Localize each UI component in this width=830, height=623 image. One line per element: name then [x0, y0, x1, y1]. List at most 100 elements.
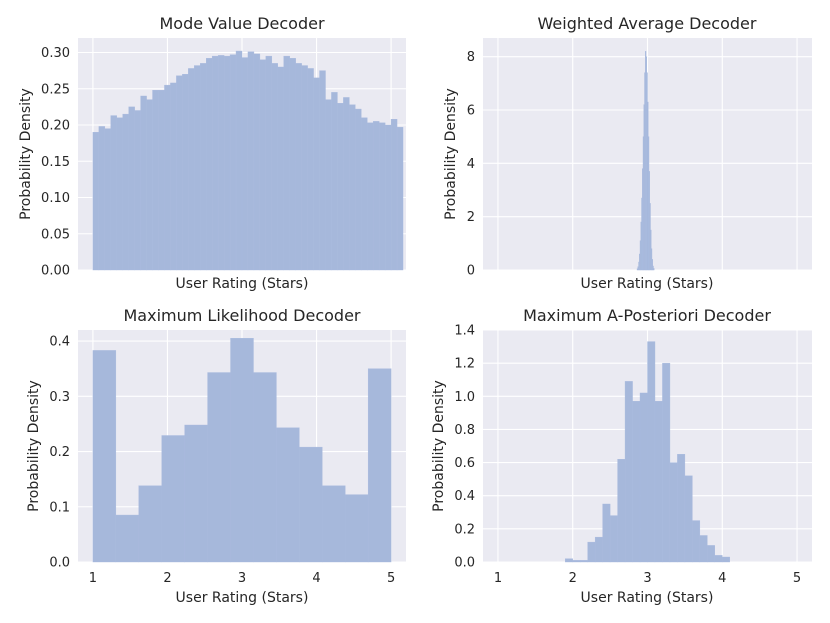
- histogram-bar: [609, 515, 618, 563]
- histogram-bar: [313, 77, 320, 271]
- histogram-bar: [587, 541, 596, 563]
- y-tick-label: 2: [467, 210, 475, 225]
- histogram-bar: [361, 117, 368, 271]
- histogram-bar: [662, 362, 671, 563]
- histogram-bars: [636, 51, 655, 271]
- histogram-bar: [241, 57, 249, 271]
- y-tick-label: 0.2: [454, 522, 475, 537]
- histogram-bar: [200, 63, 207, 271]
- histogram-bar: [572, 560, 581, 563]
- histogram-bar: [319, 70, 326, 271]
- histogram-bar: [345, 494, 369, 563]
- histogram-bar: [580, 560, 588, 563]
- histogram-bar: [301, 65, 308, 271]
- histogram-bar: [92, 132, 100, 271]
- y-axis-label: Probability Density: [26, 380, 42, 512]
- subplot-maximum-a-posteriori: 0.0 0.2 0.4 0.6 0.8 1.0 1.2 1.4 1 2 3 4 5 Maximum A…: [431, 306, 812, 606]
- histogram-bar: [322, 485, 346, 563]
- histogram-bar: [182, 74, 189, 271]
- subplot-weighted-average: 0 2 4 6 8 Weighted Average Decoder User Rati…: [443, 14, 812, 292]
- histogram-bar: [624, 381, 633, 563]
- histogram-bar: [164, 84, 171, 271]
- x-tick-label: 3: [238, 571, 246, 586]
- histogram-bar: [276, 427, 300, 563]
- histogram-bar: [194, 65, 201, 271]
- y-tick-label: 0.4: [454, 489, 475, 504]
- histogram-bar: [207, 372, 231, 563]
- y-tick-labels: 0 2 4 6 8: [467, 50, 475, 278]
- y-axis-label: Probability Density: [18, 88, 34, 220]
- histogram-bar: [146, 99, 153, 271]
- histogram-bar: [104, 128, 112, 271]
- histogram-bar: [651, 259, 653, 271]
- histogram-bar: [152, 89, 159, 271]
- y-tick-label: 0.10: [41, 191, 70, 206]
- histogram-bar: [684, 475, 693, 563]
- histogram-bar: [653, 268, 655, 271]
- y-tick-label: 0.30: [41, 46, 70, 61]
- histogram-bar: [158, 89, 165, 271]
- histogram-bar: [247, 51, 255, 271]
- histogram-bar: [115, 514, 139, 563]
- y-tick-label: 1.0: [454, 390, 475, 405]
- histogram-bar: [639, 392, 648, 563]
- histogram-bar: [367, 122, 374, 271]
- histogram-bar: [378, 122, 386, 271]
- histogram-bar: [265, 55, 273, 271]
- subplot-title: Mode Value Decoder: [159, 14, 324, 33]
- y-tick-label: 0.0: [454, 556, 475, 571]
- histogram-bar: [289, 58, 296, 271]
- histogram-bar: [98, 126, 106, 271]
- y-tick-label: 0.8: [454, 423, 475, 438]
- histogram-bar: [390, 118, 398, 271]
- histogram-bars: [565, 341, 730, 563]
- histogram-bar: [654, 401, 663, 563]
- y-tick-label: 0.2: [49, 445, 70, 460]
- y-tick-label: 0: [467, 264, 475, 279]
- y-tick-label: 0.05: [41, 227, 70, 242]
- histogram-bar: [677, 454, 686, 563]
- y-tick-label: 0.6: [454, 456, 475, 471]
- histogram-bar: [355, 108, 362, 271]
- y-tick-label: 0.20: [41, 119, 70, 134]
- histogram-bar: [277, 66, 284, 271]
- y-tick-label: 0.25: [41, 82, 70, 97]
- x-tick-label: 2: [569, 571, 577, 586]
- y-tick-label: 1.2: [454, 357, 475, 372]
- x-axis-label: User Rating (Stars): [176, 590, 309, 606]
- histogram-bar: [714, 555, 723, 563]
- histogram-bar: [652, 265, 654, 271]
- histogram-bar: [647, 341, 656, 563]
- x-tick-label: 4: [312, 571, 320, 586]
- histogram-bar: [223, 55, 231, 271]
- histogram-bar: [230, 338, 254, 563]
- histogram-bar: [384, 124, 392, 271]
- y-tick-labels: 0.00 0.05 0.10 0.15 0.20 0.25 0.30: [41, 46, 70, 279]
- histogram-bar: [692, 520, 701, 563]
- histogram-bar: [184, 424, 208, 563]
- histogram-bar: [343, 97, 350, 271]
- histogram-bar: [211, 55, 219, 271]
- y-tick-labels: 0.0 0.2 0.4 0.6 0.8 1.0 1.2 1.4: [454, 324, 475, 571]
- histogram-bar: [128, 106, 135, 271]
- histogram-bar: [594, 536, 603, 563]
- histogram-bar: [271, 63, 278, 271]
- y-tick-label: 0.1: [49, 500, 70, 515]
- histogram-bar: [116, 117, 123, 271]
- x-tick-label: 1: [494, 571, 502, 586]
- y-tick-label: 4: [467, 157, 475, 172]
- histogram-bar: [299, 446, 323, 563]
- histogram-bar: [331, 92, 338, 271]
- y-axis-label: Probability Density: [431, 380, 447, 512]
- histogram-bar: [134, 110, 141, 271]
- x-tick-labels: 1 2 3 4 5: [89, 571, 395, 586]
- histogram-bar: [122, 113, 129, 271]
- histogram-bar: [565, 558, 573, 563]
- histogram-bars: [92, 50, 404, 271]
- histogram-bar: [373, 121, 380, 271]
- histogram-bar: [110, 115, 117, 271]
- histogram-bar: [367, 368, 392, 563]
- subplot-title: Weighted Average Decoder: [538, 14, 757, 33]
- y-tick-label: 0.3: [49, 390, 70, 405]
